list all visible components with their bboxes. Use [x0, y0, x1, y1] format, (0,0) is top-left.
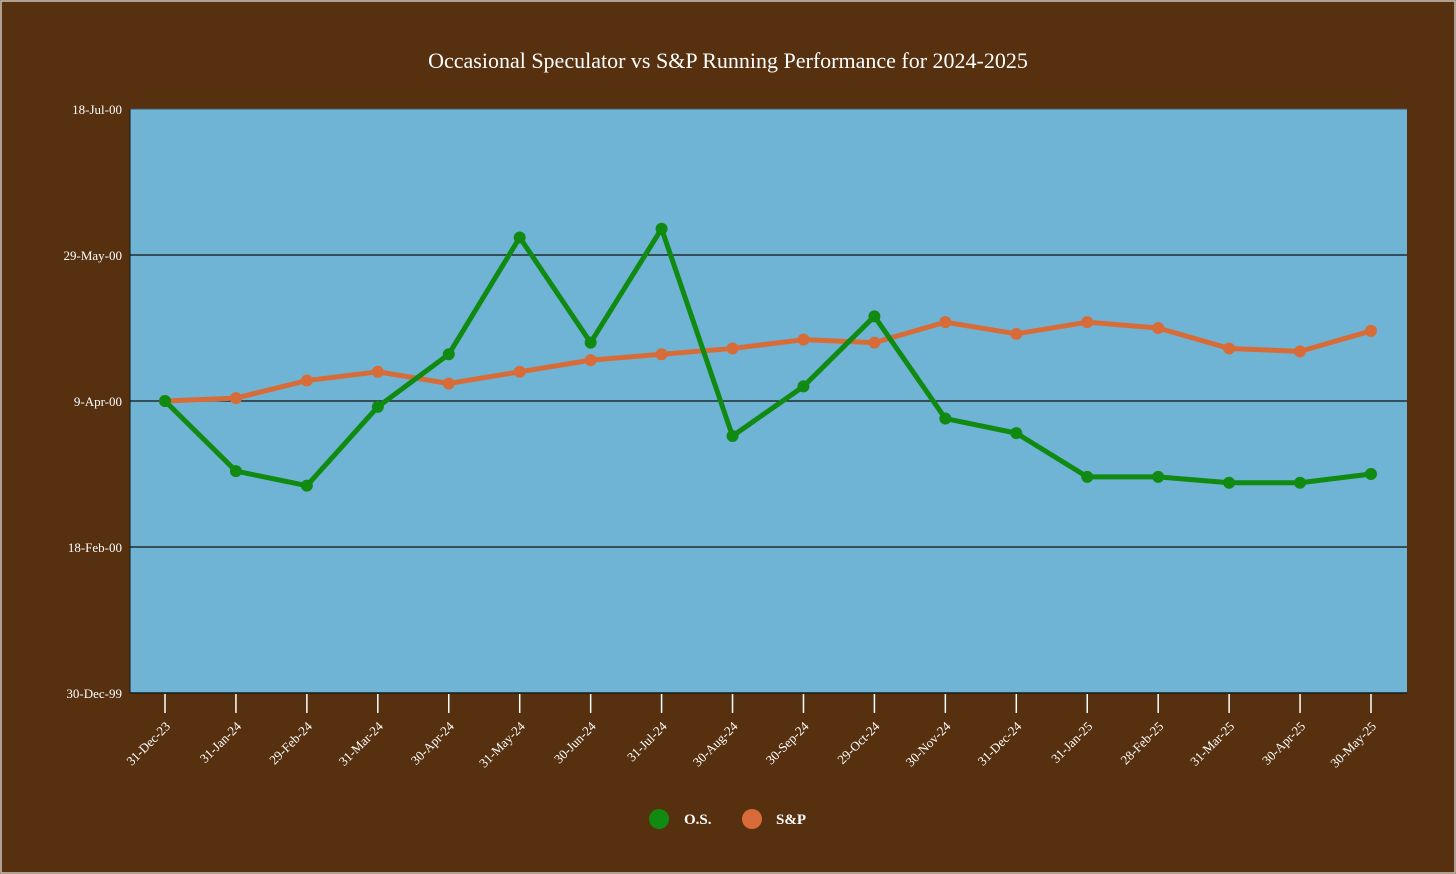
data-point-os — [442, 348, 455, 361]
y-tick-label: 18-Feb-00 — [68, 540, 122, 555]
data-point-os — [1223, 476, 1236, 489]
data-point-os — [371, 400, 384, 413]
data-point-os — [726, 430, 739, 443]
data-point-sp — [1365, 324, 1377, 337]
y-tick-label: 29-May-00 — [64, 248, 123, 263]
y-tick-label: 30-Dec-99 — [66, 686, 122, 701]
data-point-os — [159, 395, 171, 407]
data-point-sp — [371, 365, 384, 378]
y-tick-label: 9-Apr-00 — [74, 394, 122, 409]
data-point-sp — [1010, 327, 1023, 340]
gridlines — [130, 108, 1407, 548]
data-point-os — [513, 231, 526, 244]
data-point-sp — [229, 392, 242, 405]
data-point-sp — [442, 377, 455, 390]
data-point-os — [655, 222, 668, 235]
data-point-os — [229, 465, 242, 478]
data-point-sp — [1223, 342, 1236, 355]
chart-title: Occasional Speculator vs S&P Running Per… — [428, 48, 1028, 73]
data-point-sp — [726, 342, 739, 355]
data-point-sp — [1294, 345, 1307, 358]
data-point-os — [300, 479, 313, 492]
data-point-os — [1294, 476, 1307, 489]
legend-marker-sp — [742, 809, 762, 829]
data-point-sp — [513, 365, 526, 378]
data-point-sp — [797, 333, 810, 346]
y-tick-label: 18-Jul-00 — [72, 102, 122, 117]
data-point-sp — [868, 336, 881, 349]
data-point-os — [584, 336, 597, 349]
data-point-os — [868, 310, 881, 323]
data-point-sp — [655, 348, 668, 361]
data-point-os — [797, 380, 810, 393]
series-line-sp — [162, 319, 1374, 404]
legend-marker-os — [649, 809, 669, 829]
series-lines — [159, 222, 1377, 492]
data-point-sp — [1081, 316, 1094, 329]
legend: O.S. S&P — [649, 809, 806, 829]
data-point-sp — [300, 374, 313, 387]
legend-label-sp: S&P — [776, 812, 806, 828]
y-axis: 30-Dec-99 18-Feb-00 9-Apr-00 29-May-00 18-Ju… — [64, 102, 131, 701]
data-point-sp — [939, 316, 952, 329]
data-point-os — [1081, 470, 1094, 483]
data-point-os — [939, 412, 952, 425]
data-point-sp — [584, 354, 597, 367]
data-point-os — [1365, 468, 1377, 480]
data-point-sp — [1152, 322, 1165, 334]
legend-label-os: O.S. — [684, 812, 712, 828]
series-line-os — [162, 226, 1374, 489]
data-point-os — [1152, 470, 1165, 483]
data-point-os — [1010, 427, 1023, 440]
